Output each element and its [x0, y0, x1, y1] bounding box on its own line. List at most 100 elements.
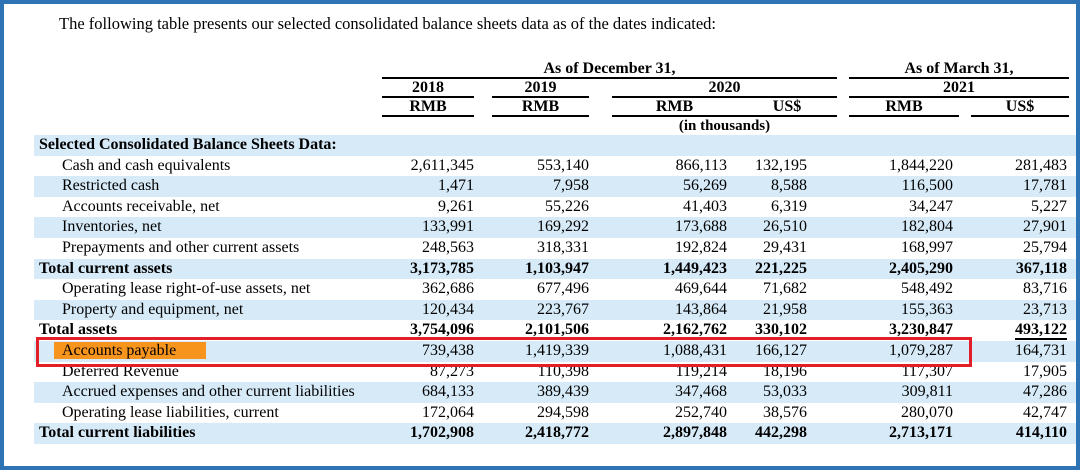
year-header: 2021 — [849, 79, 1069, 98]
cell-value: 1,471 — [438, 177, 474, 195]
cell-value: 6,319 — [771, 197, 807, 215]
cell-value: 23,713 — [1023, 300, 1067, 318]
cell-value: 42,747 — [1023, 403, 1067, 421]
cell-value: 223,767 — [537, 300, 589, 318]
row-label: Accounts receivable, net — [62, 197, 220, 215]
highlight-accounts-payable: Accounts payable — [54, 341, 207, 359]
row-label: Accounts payable — [34, 341, 382, 362]
cell-value: 684,133 — [422, 383, 474, 401]
header-units-row: (in thousands) — [34, 117, 1076, 135]
row-label: Property and equipment, net — [62, 300, 244, 318]
cell-value: 367,118 — [1015, 259, 1067, 277]
cell-value: 389,439 — [537, 383, 589, 401]
table-row: Property and equipment, net 120,434 223,76… — [34, 299, 1076, 321]
cell-value: 1,079,287 — [889, 341, 953, 359]
cell-value: 55,226 — [545, 197, 589, 215]
cell-value: 166,127 — [755, 341, 807, 359]
cell-value: 116,500 — [901, 177, 953, 195]
cell-value: 21,958 — [763, 300, 807, 318]
cell-value: 5,227 — [1031, 197, 1067, 215]
cell-value: 2,611,345 — [410, 156, 474, 174]
row-label: Total current assets — [39, 259, 173, 277]
cell-value: 281,483 — [1015, 156, 1067, 174]
cell-value: 27,901 — [1023, 218, 1067, 236]
cell-value: 1,449,423 — [663, 259, 727, 277]
year-header: 2019 — [492, 79, 589, 98]
cell-value: 133,991 — [422, 218, 474, 236]
table-row: Total current assets 3,173,785 1,103,947 1,… — [34, 258, 1076, 280]
cell-value: 3,754,096 — [410, 321, 474, 341]
cell-value: 2,897,848 — [663, 424, 727, 442]
currency-header: RMB — [492, 98, 589, 117]
table-row: Cash and cash equivalents 2,611,345 553,14… — [34, 156, 1076, 177]
cell-value: 252,740 — [675, 403, 727, 421]
cell-value: 41,403 — [683, 197, 727, 215]
cell-value: 294,598 — [537, 403, 589, 421]
year-header: 2018 — [382, 79, 474, 98]
cell-value: 318,331 — [537, 238, 589, 256]
row-label: Selected Consolidated Balance Sheets Dat… — [39, 136, 337, 153]
cell-value: 119,214 — [675, 362, 727, 380]
row-label: Inventories, net — [62, 218, 162, 236]
cell-value: 192,824 — [675, 238, 727, 256]
cell-value: 168,997 — [901, 238, 953, 256]
table-row: Accounts payable 739,438 1,419,339 1,088,43… — [34, 336, 1076, 367]
row-label: Deferred Revenue — [62, 362, 179, 380]
row-label: Restricted cash — [62, 177, 160, 195]
table-row: Total current liabilities 1,702,908 2,418,… — [34, 423, 1076, 444]
cell-value: 330,102 — [755, 321, 807, 341]
currency-header: RMB — [382, 98, 474, 117]
header-groups: As of December 31, As of March 31, — [34, 60, 1076, 79]
cell-value: 117,307 — [901, 362, 953, 380]
cell-value: 362,686 — [422, 280, 474, 298]
cell-value: 280,070 — [901, 403, 953, 421]
currency-header: RMB — [612, 98, 737, 117]
table-row: Deferred Revenue 87,273 110,398 119,214 18,1… — [34, 362, 1076, 383]
cell-value: 2,162,762 — [663, 321, 727, 341]
cell-value: 18,196 — [763, 362, 807, 380]
balance-sheet-table: As of December 31, As of March 31, 2018 20… — [34, 60, 1076, 444]
table-row: Accrued expenses and other current liabi… — [34, 382, 1076, 403]
cell-value: 347,468 — [675, 383, 727, 401]
cell-value: 739,438 — [422, 341, 474, 359]
table-row: Prepayments and other current assets 248,… — [34, 238, 1076, 259]
header-currencies: RMB RMB RMB US$ RMB US$ — [34, 98, 1076, 117]
cell-value: 7,958 — [553, 177, 589, 195]
cell-value: 3,230,847 — [889, 321, 953, 341]
underlined-label: Total assets — [39, 321, 118, 341]
cell-value: 221,225 — [755, 259, 807, 277]
cell-value: 110,398 — [537, 362, 589, 380]
cell-value: 1,419,339 — [525, 341, 589, 359]
cell-value: 26,510 — [763, 218, 807, 236]
cell-value: 17,781 — [1023, 177, 1067, 195]
cell-value: 8,588 — [771, 177, 807, 195]
cell-value: 2,418,772 — [525, 424, 589, 442]
table-row: Total assets 3,754,096 2,101,506 2,162,762 3… — [34, 320, 1076, 341]
cell-value: 2,101,506 — [525, 321, 589, 341]
table-row: Operating lease right-of-use assets, net… — [34, 279, 1076, 300]
cell-value: 155,363 — [901, 300, 953, 318]
cell-value: 866,113 — [675, 156, 727, 174]
row-label: Prepayments and other current assets — [62, 238, 300, 256]
cell-value: 169,292 — [537, 218, 589, 236]
cell-value: 71,682 — [763, 280, 807, 298]
table-row: Inventories, net 133,991 169,292 173,688 26,… — [34, 217, 1076, 238]
table-rows: Selected Consolidated Balance Sheets Dat… — [34, 135, 1076, 444]
row-label: Operating lease liabilities, current — [62, 403, 279, 421]
cell-value: 553,140 — [537, 156, 589, 174]
header-years: 2018 2019 2020 2021 — [34, 79, 1076, 98]
currency-header: RMB — [849, 98, 959, 117]
cell-value: 1,702,908 — [410, 424, 474, 442]
cell-value: 25,794 — [1023, 238, 1067, 256]
units-note: (in thousands) — [678, 118, 771, 134]
cell-value: 414,110 — [1015, 424, 1067, 442]
cell-value: 120,434 — [422, 300, 474, 318]
col-group-header: As of December 31, — [382, 60, 837, 79]
cell-value: 172,064 — [422, 403, 474, 421]
cell-value: 143,864 — [675, 300, 727, 318]
row-label: Total current liabilities — [39, 424, 196, 442]
cell-value: 548,492 — [901, 280, 953, 298]
currency-header: US$ — [737, 98, 837, 117]
cell-value: 2,713,171 — [889, 424, 953, 442]
cell-value: 3,173,785 — [410, 259, 474, 277]
